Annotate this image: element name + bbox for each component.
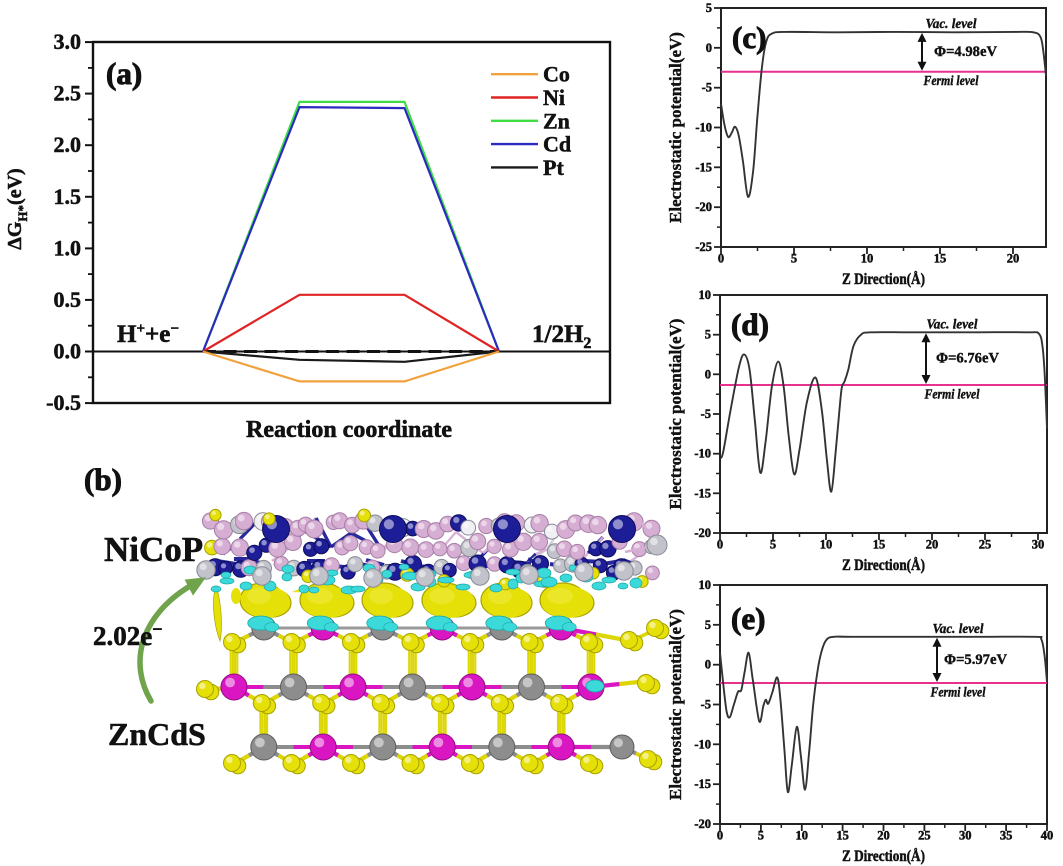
svg-text:ΔGH*(eV): ΔGH*(eV) xyxy=(4,168,30,249)
svg-text:-15: -15 xyxy=(695,160,712,174)
svg-text:2.02e−: 2.02e− xyxy=(93,619,163,651)
svg-text:1/2H2: 1/2H2 xyxy=(532,321,591,352)
svg-text:Zn: Zn xyxy=(543,108,570,133)
svg-text:30: 30 xyxy=(959,829,972,843)
svg-text:Co: Co xyxy=(543,62,570,87)
svg-text:3.0: 3.0 xyxy=(54,29,82,54)
svg-text:30: 30 xyxy=(1032,538,1045,552)
svg-text:10: 10 xyxy=(861,252,874,266)
svg-text:10: 10 xyxy=(699,288,712,302)
svg-text:0: 0 xyxy=(717,538,723,552)
svg-text:20: 20 xyxy=(1007,252,1020,266)
svg-text:Electrostatic potential(eV): Electrostatic potential(eV) xyxy=(666,609,685,800)
svg-text:-20: -20 xyxy=(694,526,711,540)
svg-text:-0.5: -0.5 xyxy=(46,390,81,415)
svg-text:(b): (b) xyxy=(84,462,122,497)
svg-text:Ni: Ni xyxy=(543,85,565,110)
svg-text:5: 5 xyxy=(758,829,764,843)
svg-text:20: 20 xyxy=(877,829,890,843)
svg-text:10: 10 xyxy=(699,578,712,592)
svg-text:(e): (e) xyxy=(731,601,765,636)
svg-text:Φ=6.76eV: Φ=6.76eV xyxy=(936,351,1000,367)
svg-text:ZnCdS: ZnCdS xyxy=(108,716,206,752)
svg-text:NiCoP: NiCoP xyxy=(104,530,203,569)
svg-text:Fermi level: Fermi level xyxy=(924,388,980,403)
svg-text:-10: -10 xyxy=(694,737,711,751)
svg-text:-20: -20 xyxy=(694,817,711,831)
svg-text:-15: -15 xyxy=(694,777,711,791)
svg-text:2.5: 2.5 xyxy=(54,81,82,106)
svg-text:5: 5 xyxy=(705,618,711,632)
svg-text:1.0: 1.0 xyxy=(54,235,82,260)
svg-text:0.0: 0.0 xyxy=(54,339,82,364)
svg-text:5: 5 xyxy=(791,252,797,266)
svg-text:0.5: 0.5 xyxy=(54,287,82,312)
svg-text:-20: -20 xyxy=(695,200,712,214)
svg-text:Φ=5.97eV: Φ=5.97eV xyxy=(944,652,1008,668)
svg-text:10: 10 xyxy=(820,538,833,552)
svg-text:-25: -25 xyxy=(695,240,712,254)
svg-text:0: 0 xyxy=(705,367,711,381)
svg-text:(d): (d) xyxy=(731,307,769,342)
svg-text:Electrostatic potential(eV): Electrostatic potential(eV) xyxy=(666,319,685,510)
svg-text:Fermi level: Fermi level xyxy=(923,74,979,89)
svg-text:25: 25 xyxy=(979,538,992,552)
svg-text:Electrostatic potential(eV): Electrostatic potential(eV) xyxy=(666,32,685,223)
svg-text:10: 10 xyxy=(796,829,809,843)
svg-text:15: 15 xyxy=(873,538,886,552)
svg-text:0: 0 xyxy=(706,41,712,55)
svg-text:Vac. level: Vac. level xyxy=(933,622,984,637)
svg-text:Z Direction(Å): Z Direction(Å) xyxy=(842,270,925,288)
svg-text:5: 5 xyxy=(770,538,776,552)
svg-text:Vac. level: Vac. level xyxy=(927,317,978,332)
svg-text:40: 40 xyxy=(1041,829,1054,843)
svg-text:Pt: Pt xyxy=(543,155,564,180)
svg-text:15: 15 xyxy=(836,829,849,843)
svg-text:15: 15 xyxy=(934,252,947,266)
svg-text:20: 20 xyxy=(926,538,939,552)
svg-text:Reaction coordinate: Reaction coordinate xyxy=(246,417,452,443)
svg-text:Z Direction(Å): Z Direction(Å) xyxy=(842,556,925,574)
svg-text:5: 5 xyxy=(706,1,712,15)
svg-text:Vac. level: Vac. level xyxy=(926,17,977,32)
svg-text:(a): (a) xyxy=(106,56,142,91)
svg-text:-10: -10 xyxy=(695,121,712,135)
svg-text:0: 0 xyxy=(717,829,723,843)
svg-text:Fermi level: Fermi level xyxy=(930,685,986,700)
svg-text:1.5: 1.5 xyxy=(54,184,82,209)
svg-text:(c): (c) xyxy=(732,20,766,55)
svg-text:25: 25 xyxy=(918,829,931,843)
svg-text:0: 0 xyxy=(718,252,724,266)
svg-text:2.0: 2.0 xyxy=(54,132,82,157)
svg-text:5: 5 xyxy=(705,328,711,342)
svg-text:Cd: Cd xyxy=(543,132,571,157)
svg-text:-5: -5 xyxy=(701,407,711,421)
svg-text:Φ=4.98eV: Φ=4.98eV xyxy=(934,44,998,60)
svg-text:35: 35 xyxy=(1000,829,1013,843)
svg-text:0: 0 xyxy=(705,658,711,672)
svg-text:-5: -5 xyxy=(702,81,712,95)
svg-text:Z Direction(Å): Z Direction(Å) xyxy=(842,847,925,865)
svg-text:-10: -10 xyxy=(694,447,711,461)
svg-text:-15: -15 xyxy=(694,486,711,500)
svg-text:-5: -5 xyxy=(701,698,711,712)
svg-text:H++e−: H++e− xyxy=(117,321,179,348)
